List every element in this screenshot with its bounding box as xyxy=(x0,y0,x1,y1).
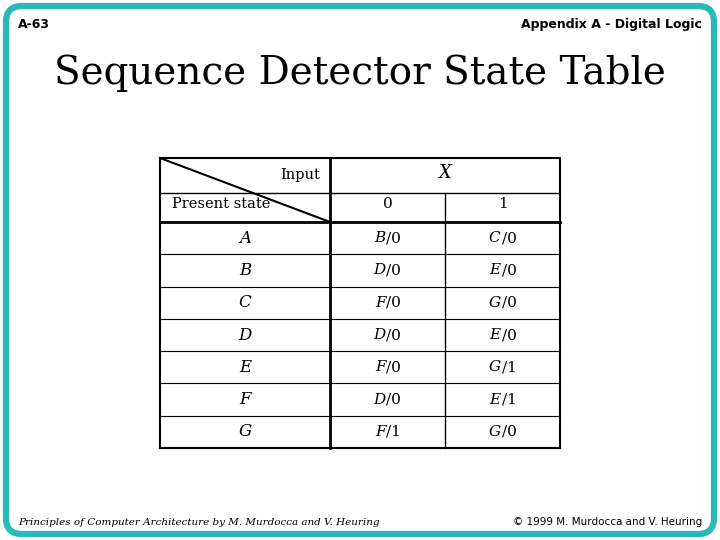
Text: X: X xyxy=(438,164,451,182)
Text: Principles of Computer Architecture by M. Murdocca and V. Heuring: Principles of Computer Architecture by M… xyxy=(18,518,379,527)
Text: /1: /1 xyxy=(502,393,516,407)
Text: Input: Input xyxy=(280,168,320,182)
Text: Sequence Detector State Table: Sequence Detector State Table xyxy=(54,55,666,92)
Text: D: D xyxy=(238,327,252,343)
Text: A-63: A-63 xyxy=(18,18,50,31)
Text: A: A xyxy=(239,230,251,247)
Text: G: G xyxy=(238,423,251,440)
Text: B: B xyxy=(374,231,385,245)
Text: /0: /0 xyxy=(502,296,516,310)
Text: G: G xyxy=(488,425,500,439)
Text: F: F xyxy=(375,360,385,374)
Text: G: G xyxy=(488,296,500,310)
Text: D: D xyxy=(373,393,385,407)
Text: Present state: Present state xyxy=(172,197,271,211)
Text: 1: 1 xyxy=(498,197,508,211)
Text: F: F xyxy=(375,425,385,439)
FancyBboxPatch shape xyxy=(6,6,714,534)
Text: E: E xyxy=(239,359,251,376)
Text: /0: /0 xyxy=(387,264,401,278)
Text: Appendix A - Digital Logic: Appendix A - Digital Logic xyxy=(521,18,702,31)
Text: C: C xyxy=(238,294,251,311)
Text: E: E xyxy=(490,264,500,278)
Text: E: E xyxy=(490,328,500,342)
Text: /0: /0 xyxy=(387,328,401,342)
Text: D: D xyxy=(373,264,385,278)
Text: /0: /0 xyxy=(502,231,516,245)
Text: C: C xyxy=(489,231,500,245)
Text: /0: /0 xyxy=(387,360,401,374)
Text: F: F xyxy=(239,391,251,408)
Text: /0: /0 xyxy=(387,393,401,407)
Text: /1: /1 xyxy=(387,425,401,439)
Text: E: E xyxy=(490,393,500,407)
Bar xyxy=(160,158,560,448)
Text: /0: /0 xyxy=(387,296,401,310)
Text: F: F xyxy=(375,296,385,310)
Text: © 1999 M. Murdocca and V. Heuring: © 1999 M. Murdocca and V. Heuring xyxy=(513,517,702,527)
Text: /1: /1 xyxy=(502,360,516,374)
Text: /0: /0 xyxy=(387,231,401,245)
Text: /0: /0 xyxy=(502,328,516,342)
Text: D: D xyxy=(373,328,385,342)
Text: /0: /0 xyxy=(502,264,516,278)
Text: 0: 0 xyxy=(382,197,392,211)
Text: G: G xyxy=(488,360,500,374)
Text: B: B xyxy=(239,262,251,279)
Text: /0: /0 xyxy=(502,425,516,439)
